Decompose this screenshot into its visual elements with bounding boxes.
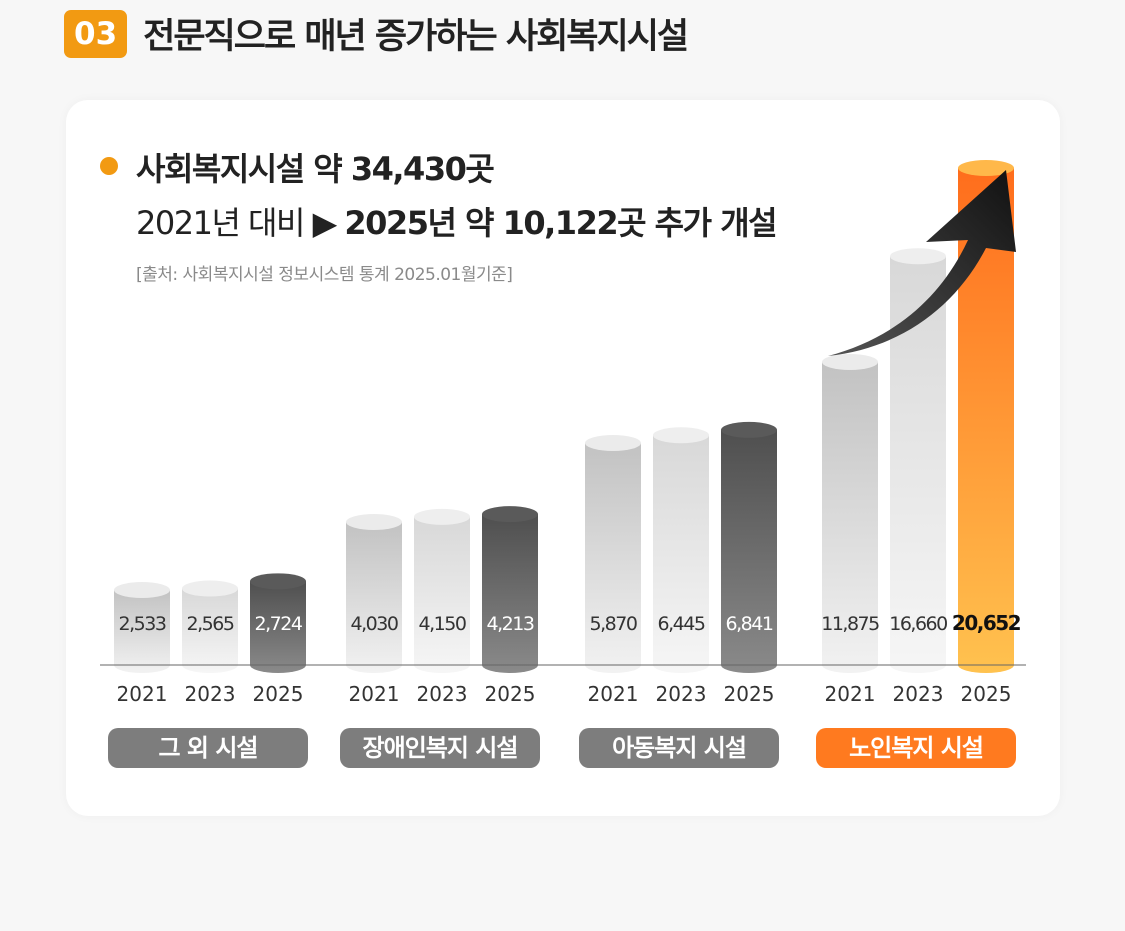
section-header: 03 전문직으로 매년 증가하는 사회복지시설 xyxy=(64,8,689,59)
bar-1-0 xyxy=(346,514,402,673)
bar-cap xyxy=(822,354,878,370)
bar-0-2 xyxy=(250,573,306,673)
bar-3-1 xyxy=(890,248,946,673)
category-label: 아동복지 시설 xyxy=(612,734,746,762)
category-pill xyxy=(340,728,540,768)
value-label: 4,213 xyxy=(487,613,534,635)
year-tick-label: 2021 xyxy=(117,682,168,706)
bar-cap xyxy=(346,514,402,530)
bar-cap xyxy=(114,582,170,598)
year-tick-label: 2025 xyxy=(485,682,536,706)
bar-cap xyxy=(653,427,709,444)
year-tick-label: 2021 xyxy=(349,682,400,706)
bar-1-2 xyxy=(482,506,538,673)
bar-cap xyxy=(721,421,777,438)
bar-2-1 xyxy=(653,427,709,673)
value-label: 5,870 xyxy=(590,613,637,635)
category-pill xyxy=(579,728,779,768)
bar-cap xyxy=(890,248,946,265)
year-tick-label: 2025 xyxy=(724,682,775,706)
category-label: 그 외 시설 xyxy=(158,734,257,762)
bar-cap xyxy=(958,160,1014,176)
value-label: 6,445 xyxy=(658,613,705,635)
bullet-dot-icon xyxy=(100,157,118,175)
year-tick-label: 2025 xyxy=(253,682,304,706)
growth-arrow-icon xyxy=(828,170,1016,356)
bar-body xyxy=(414,516,470,673)
bar-body xyxy=(482,514,538,673)
source-note: [출처: 사회복지시설 정보시스템 통계 2025.01월기준] xyxy=(136,265,513,285)
bars-layer xyxy=(114,160,1014,673)
year-tick-label: 2023 xyxy=(893,682,944,706)
section-number-badge: 03 xyxy=(64,9,128,58)
value-label: 4,150 xyxy=(419,613,466,635)
year-tick-label: 2023 xyxy=(656,682,707,706)
summary-total: 사회복지시설 약 34,430곳 xyxy=(136,150,495,188)
bar-0-1 xyxy=(182,580,238,673)
value-label: 2,565 xyxy=(187,613,234,635)
bar-body xyxy=(250,581,306,673)
bar-cap xyxy=(482,506,538,523)
bar-body xyxy=(114,590,170,673)
bar-body xyxy=(182,588,238,673)
labels-layer: 2,533 2021 2,565 2023 2,724 2025 그 외 시설 4,030 20… xyxy=(108,611,1022,768)
facility-cylinder-chart: 2,533 2021 2,565 2023 2,724 2025 그 외 시설 4,030 20… xyxy=(100,160,1026,768)
value-label: 2,533 xyxy=(119,613,166,635)
chart-card: 사회복지시설 약 34,430곳 2021년 대비 ▶ 2025년 약 10,1… xyxy=(66,100,1060,816)
bar-2-2 xyxy=(721,421,777,673)
bar-2-0 xyxy=(585,435,641,673)
year-tick-label: 2021 xyxy=(825,682,876,706)
bar-1-1 xyxy=(414,508,470,673)
summary-growth: 2021년 대비 ▶ 2025년 약 10,122곳 추가 개설 xyxy=(136,198,778,244)
category-label: 노인복지 시설 xyxy=(849,734,983,762)
year-tick-label: 2021 xyxy=(588,682,639,706)
section-title: 전문직으로 매년 증가하는 사회복지시설 xyxy=(143,17,689,57)
bar-cap xyxy=(250,573,306,590)
bar-body xyxy=(721,429,777,673)
bar-cap xyxy=(585,435,641,451)
bar-cap xyxy=(182,580,238,597)
bar-body xyxy=(890,256,946,673)
summary-growth-prefix: 2021년 대비 ▶ xyxy=(136,204,345,242)
category-label: 장애인복지 시설 xyxy=(363,734,518,762)
bar-body xyxy=(958,168,1014,673)
value-label: 4,030 xyxy=(351,613,398,635)
year-tick-label: 2023 xyxy=(417,682,468,706)
year-tick-label: 2023 xyxy=(185,682,236,706)
bar-0-0 xyxy=(114,582,170,673)
category-pill xyxy=(108,728,308,768)
value-label: 11,875 xyxy=(821,613,879,635)
year-tick-label: 2025 xyxy=(961,682,1012,706)
bar-body xyxy=(585,443,641,673)
bar-body xyxy=(346,522,402,673)
bar-body xyxy=(653,435,709,673)
bar-3-0 xyxy=(822,354,878,673)
bar-cap xyxy=(414,508,470,525)
bar-3-2 xyxy=(958,160,1014,673)
summary-growth-highlight: 2025년 약 10,122곳 추가 개설 xyxy=(344,204,777,242)
bar-body xyxy=(822,362,878,673)
value-label: 6,841 xyxy=(726,613,773,635)
category-pill xyxy=(816,728,1016,768)
value-label: 16,660 xyxy=(889,613,947,635)
value-label: 20,652 xyxy=(952,611,1021,635)
value-label: 2,724 xyxy=(255,613,303,635)
